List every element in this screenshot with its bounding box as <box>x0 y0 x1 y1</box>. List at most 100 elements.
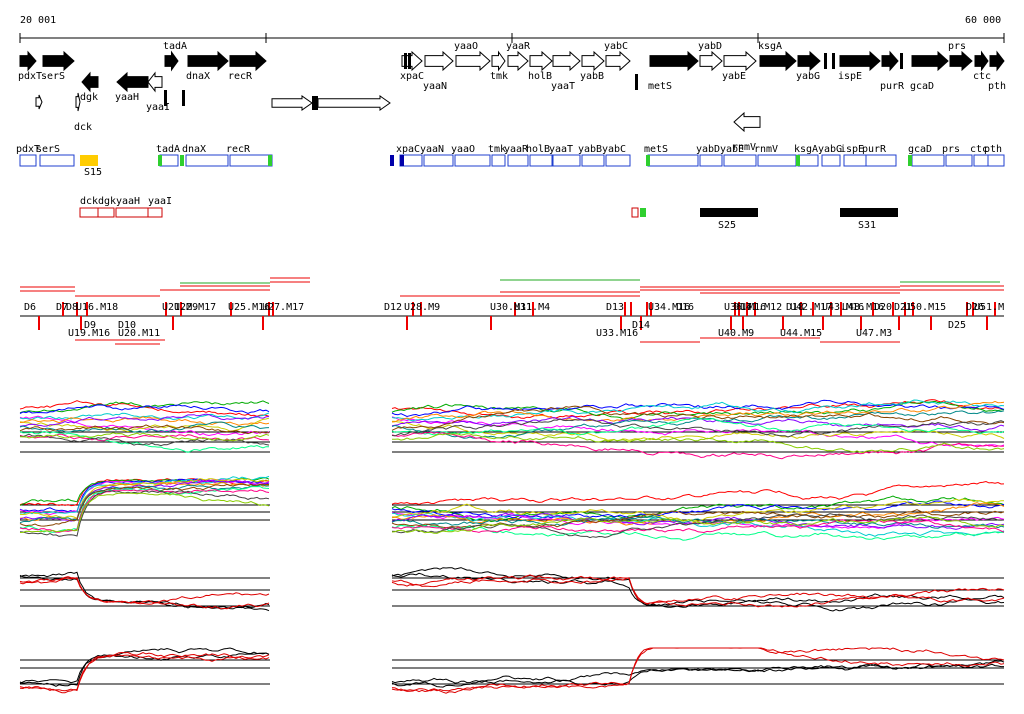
gene-holB[interactable]: holB <box>528 50 553 82</box>
gene-dgk[interactable]: dgk <box>80 71 99 103</box>
gene-dnaX[interactable]: dnaX <box>186 50 229 82</box>
segment-tick <box>822 316 824 330</box>
operon-yabG[interactable]: yabG <box>818 144 842 167</box>
coordinate-axis: 20 001 60 000 <box>19 15 1005 43</box>
operon-recR[interactable]: recR <box>226 144 273 167</box>
gene-recR[interactable]: recR <box>228 50 267 82</box>
operon-rnmV[interactable]: rnmV <box>754 144 797 167</box>
expression-curve <box>391 495 1005 523</box>
operon-gcaD[interactable]: gcaD <box>908 144 945 167</box>
expression-curve <box>19 424 269 435</box>
gene-ctc[interactable]: ctc <box>973 50 991 82</box>
gene-dck[interactable]: dck <box>74 92 92 133</box>
gene-yaaH[interactable]: yaaH <box>115 71 149 103</box>
operon-dck[interactable]: dck <box>79 196 99 218</box>
gene-yaaN[interactable]: yaaN <box>423 50 454 92</box>
operon-tmk[interactable]: tmk <box>488 144 506 167</box>
segment-tick <box>262 316 264 330</box>
gene-gcaD[interactable]: gcaD <box>910 50 949 92</box>
gene-label: metS <box>648 81 672 92</box>
segment-label-top: U43.M16 <box>822 302 864 313</box>
gene-label: yabE <box>722 71 746 82</box>
segment-tick <box>640 316 642 330</box>
segment-tick <box>62 302 64 316</box>
gene-yabD[interactable]: yabD <box>698 41 723 72</box>
gene-pdxT[interactable]: pdxT <box>18 50 42 82</box>
operon-yabC[interactable]: yabC <box>602 144 631 167</box>
sigma-site-S31[interactable]: S31 <box>840 208 898 231</box>
gene-yaaI[interactable]: yaaI <box>146 71 170 113</box>
gene-yaaR[interactable]: yaaR <box>506 41 531 72</box>
operon-pdxT[interactable]: pdxT <box>16 144 40 167</box>
operon-label: dgk <box>98 196 116 207</box>
expression-curve <box>391 431 1005 460</box>
operon-dgk[interactable]: dgk <box>97 196 116 218</box>
operon-serS[interactable]: serS <box>36 144 75 167</box>
operon-yaaN[interactable]: yaaN <box>420 144 454 167</box>
segment-label-top: D7 <box>56 302 68 313</box>
gene-label: pdxT <box>18 71 42 82</box>
segment-label-bottom: D25 <box>948 320 966 331</box>
gene-yaaT[interactable]: yaaT <box>551 50 581 92</box>
segment-label-bottom: U40.M9 <box>718 328 754 339</box>
expression-curve <box>391 513 1005 539</box>
operon-prs[interactable]: prs <box>942 144 973 167</box>
operon-holB[interactable]: holB <box>526 144 553 167</box>
operon-label: yaaH <box>116 196 140 207</box>
gene-prs[interactable]: prs <box>948 41 973 72</box>
gene-xpaC[interactable]: xpaC <box>400 50 424 82</box>
segment-tick <box>412 302 414 316</box>
sigma-site-S15[interactable]: S15 <box>80 155 102 178</box>
gene-yabC[interactable]: yabC <box>604 41 631 72</box>
gene-purR[interactable]: purR <box>880 50 905 92</box>
segment-label-top: U21.M9 <box>162 302 198 313</box>
operon-pth[interactable]: pth <box>984 144 1005 167</box>
gene-tadA[interactable]: tadA <box>163 41 187 72</box>
segment-tick <box>230 302 232 316</box>
operon-terminator <box>908 155 912 166</box>
gene-label: yaaO <box>454 41 478 52</box>
segment-label-bottom: U47.M3 <box>856 328 892 339</box>
gene-rnmV[interactable]: rnmV <box>732 111 761 153</box>
operon-yaaT[interactable]: yaaT <box>549 144 581 167</box>
segment-label-bottom: U20.M11 <box>118 328 160 339</box>
operon-metS[interactable]: metS <box>644 144 699 167</box>
operon-dnaX[interactable]: dnaX <box>182 144 229 167</box>
operon-yabE[interactable]: yabE <box>720 144 757 167</box>
operon-yaaR[interactable]: yaaR <box>504 144 529 167</box>
segment-tick <box>650 302 652 316</box>
operon-yaaI[interactable]: yaaI <box>147 196 172 218</box>
operon-yabD[interactable]: yabD <box>696 144 723 167</box>
gene-serS[interactable]: serS <box>41 50 75 82</box>
segment-tick <box>742 316 744 330</box>
operon-purR[interactable]: purR <box>862 144 897 167</box>
gene-ksgA[interactable]: ksgA <box>758 41 797 72</box>
gene-yabE[interactable]: yabE <box>722 50 757 82</box>
expression-curve <box>391 516 1005 529</box>
gene-yabG[interactable]: yabG <box>796 50 821 82</box>
gene-yaaO[interactable]: yaaO <box>454 41 491 72</box>
gene-label: yaaN <box>423 81 447 92</box>
operon-label: yaaI <box>148 196 172 207</box>
operon-yaaO[interactable]: yaaO <box>451 144 491 167</box>
expression-curve <box>19 651 270 694</box>
operon-yabB[interactable]: yabB <box>578 144 605 167</box>
gene-metS[interactable]: metS <box>648 50 699 92</box>
gene-pth[interactable]: pth <box>988 50 1006 92</box>
operon-yaaH[interactable]: yaaH <box>115 196 149 218</box>
gene-yabB[interactable]: yabB <box>580 50 605 82</box>
gene-label: holB <box>528 71 552 82</box>
small-feature <box>408 53 411 69</box>
gene-ispE[interactable]: ispE <box>838 50 881 82</box>
gene-tmk[interactable]: tmk <box>490 50 508 82</box>
expression-curve <box>391 480 1005 505</box>
operon-xpaC[interactable]: xpaC <box>396 144 423 167</box>
expression-panel-1 <box>19 399 1005 460</box>
sigma-site-S25[interactable]: S25 <box>700 208 758 231</box>
segment-label-top: U22.M17 <box>174 302 216 313</box>
operon-start <box>400 155 404 166</box>
segment-label-top: U27.M17 <box>262 302 304 313</box>
segment-tick <box>180 302 182 316</box>
